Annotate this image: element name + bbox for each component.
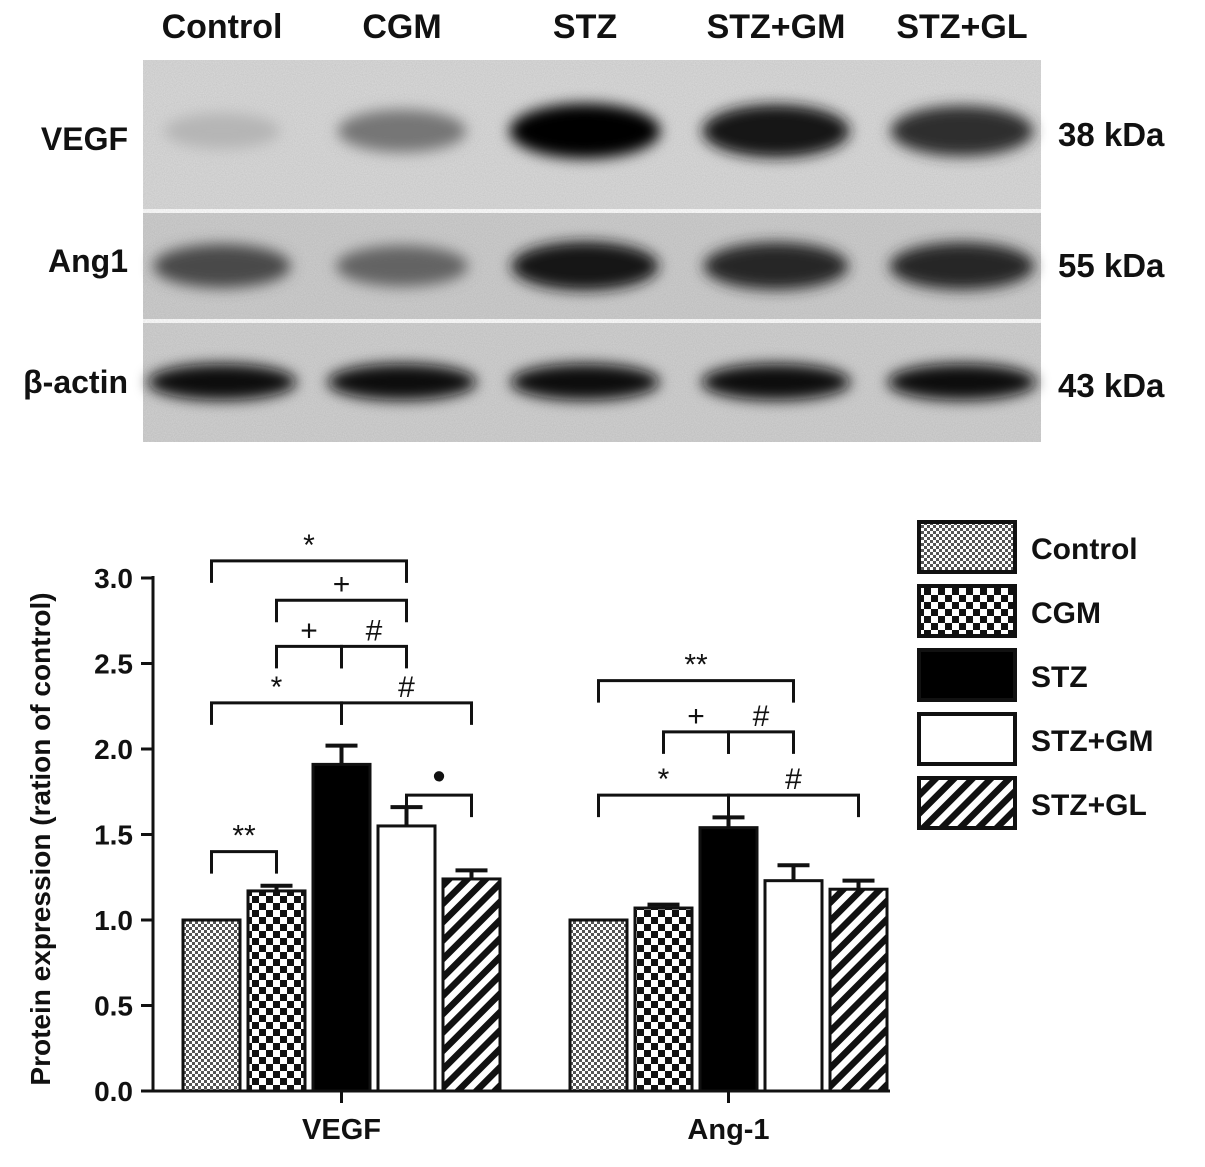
blot-band	[703, 242, 849, 290]
blot-band	[887, 363, 1037, 401]
lane-label-stz: STZ	[553, 8, 617, 46]
blot-band	[510, 363, 660, 401]
bar-stz-gl-ang-1	[828, 887, 889, 1093]
y-tick-label: 0.0	[94, 1076, 133, 1107]
significance-bracket	[210, 559, 408, 583]
blot-size-ang1: 55 kDa	[1058, 247, 1165, 284]
significance-bracket	[340, 644, 408, 669]
significance-bracket	[662, 730, 730, 754]
blot-band	[509, 103, 661, 159]
blot-size-actin: 43 kDa	[1058, 367, 1165, 404]
bar-stz-gm-vegf	[376, 824, 437, 1093]
blot-band	[890, 105, 1034, 157]
significance-bracket	[597, 793, 730, 818]
legend: Control CGM STZ STZ+GM STZ+GL	[917, 520, 1154, 830]
significance-label: **	[232, 820, 256, 853]
blot-size-vegf: 38 kDa	[1058, 116, 1165, 153]
significance-label: **	[684, 649, 708, 682]
significance-label: +	[300, 614, 318, 647]
significance-label: *	[658, 763, 670, 796]
legend-swatch	[917, 584, 1017, 638]
blot-band	[337, 109, 467, 153]
significance-label: #	[398, 671, 415, 704]
blot-row-label-ang1: Ang1	[48, 243, 128, 279]
legend-label: STZ	[1031, 661, 1088, 694]
significance-label: #	[785, 763, 802, 796]
x-tick-label: VEGF	[302, 1114, 381, 1146]
blot-band	[335, 245, 469, 287]
y-tick-label: 1.0	[94, 905, 133, 936]
significance-label: #	[366, 614, 383, 647]
significance-label: •	[432, 756, 445, 798]
blot-row-label-vegf: VEGF	[41, 121, 128, 157]
bar-stz-gm-ang-1	[763, 879, 824, 1093]
bar-stz-gl-vegf	[441, 877, 502, 1093]
significance-bracket	[727, 730, 795, 754]
significance-label: #	[753, 700, 770, 733]
y-tick-label: 2.5	[94, 649, 133, 680]
significance-bracket	[210, 701, 343, 725]
y-tick-label: 0.5	[94, 991, 133, 1022]
lane-label-cgm: CGM	[362, 8, 441, 46]
significance-bracket	[405, 793, 473, 818]
blot-band	[511, 241, 659, 291]
blot-band	[327, 363, 477, 401]
y-tick-label: 2.0	[94, 734, 133, 765]
legend-label: Control	[1031, 533, 1138, 566]
significance-label: *	[303, 529, 315, 562]
bar-control-ang-1	[568, 918, 629, 1093]
blot-band	[153, 244, 291, 288]
legend-label: CGM	[1031, 597, 1101, 630]
bar-stz-ang-1	[698, 826, 759, 1093]
legend-swatch	[917, 776, 1017, 830]
blot-row-label-actin: β-actin	[23, 364, 128, 400]
significance-bracket	[597, 679, 795, 703]
significance-label: *	[271, 671, 283, 704]
lane-label-stz-gl: STZ+GL	[896, 8, 1027, 46]
significance-bracket	[727, 793, 860, 818]
blot-panel: Control CGM STZ STZ+GM STZ+GL VEGF Ang1 …	[23, 8, 1165, 442]
legend-swatch	[917, 520, 1017, 574]
lane-label-control: Control	[162, 8, 283, 46]
lane-labels: Control CGM STZ STZ+GM STZ+GL	[162, 8, 1028, 46]
blot-band	[147, 363, 297, 401]
legend-label: STZ+GL	[1031, 789, 1147, 822]
legend-label: STZ+GM	[1031, 725, 1154, 758]
y-tick-label: 3.0	[94, 563, 133, 594]
significance-bracket	[275, 644, 343, 669]
x-tick-label: Ang-1	[687, 1114, 769, 1146]
significance-label: +	[333, 568, 351, 601]
y-axis: 0.0 0.5 1.0 1.5 2.0 2.5 3.0	[94, 563, 155, 1107]
significance-bracket	[210, 850, 278, 874]
bar-cgm-ang-1	[633, 906, 694, 1093]
significance-bracket	[340, 701, 473, 725]
significance-annotations: ***++*##•**+ #* #	[210, 529, 860, 874]
y-tick-label: 1.5	[94, 820, 133, 851]
significance-bracket	[275, 598, 408, 623]
x-axis: VEGF Ang-1	[153, 1089, 890, 1146]
significance-label: +	[687, 700, 705, 733]
blot-band	[701, 363, 851, 401]
legend-swatch	[917, 712, 1017, 766]
bar-control-vegf	[181, 918, 242, 1093]
y-axis-label: Protein expression (ration of control)	[25, 592, 56, 1085]
bar-chart: Protein expression (ration of control) 0…	[25, 520, 1154, 1146]
bar-stz-vegf	[311, 762, 372, 1093]
blot-bands	[147, 103, 1037, 401]
legend-swatch	[917, 648, 1017, 702]
bars	[181, 743, 889, 1093]
blot-band	[702, 104, 850, 158]
blot-band	[164, 113, 280, 149]
lane-label-stz-gm: STZ+GM	[707, 8, 846, 46]
bar-cgm-vegf	[246, 889, 307, 1093]
blot-band	[889, 242, 1035, 290]
